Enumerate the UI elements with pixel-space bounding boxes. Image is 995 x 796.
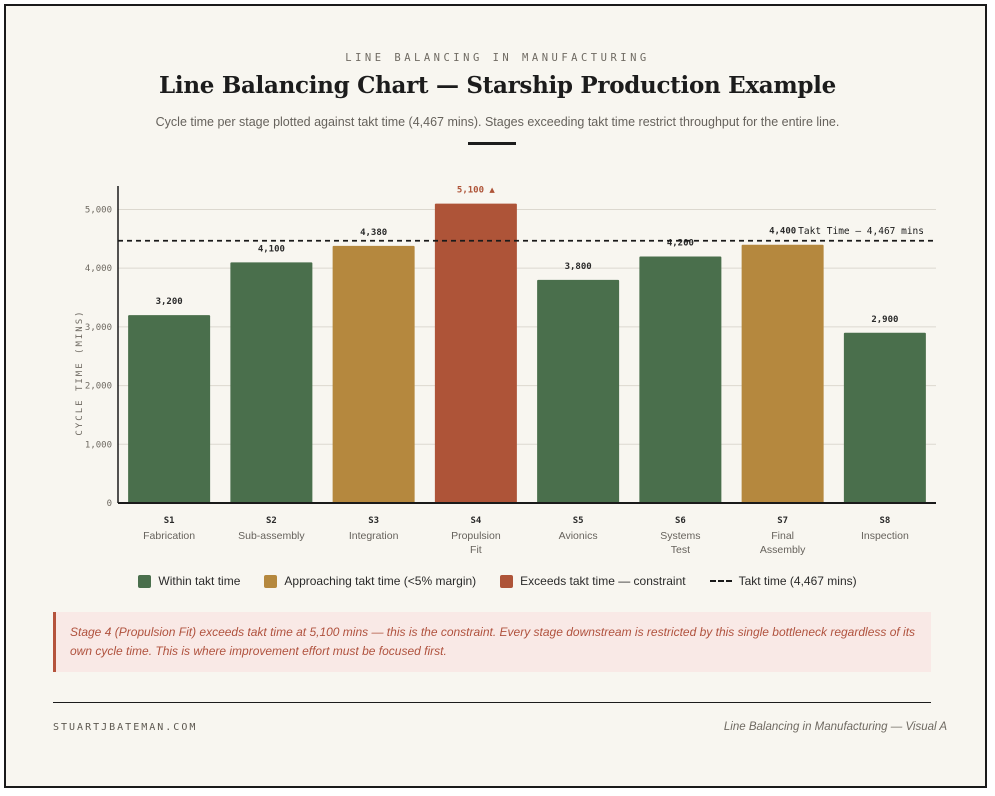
bar-value-label: 2,900 [871,315,898,325]
y-tick-label: 0 [107,499,112,509]
x-category-name: Fabrication [143,530,195,542]
bar-value-label: 4,100 [258,244,285,254]
x-category-name: Inspection [861,530,909,542]
footer-caption: Line Balancing in Manufacturing — Visual… [723,721,947,733]
bar-value-label: 4,400 [769,227,796,237]
page-subtitle: Cycle time per stage plotted against tak… [155,115,840,129]
x-category-name: Fit [470,544,482,556]
bar [434,203,517,503]
bar [843,332,926,503]
constraint-callout: Stage 4 (Propulsion Fit) exceeds takt ti… [53,612,931,672]
legend-swatch-approaching [264,574,278,588]
page-title: Line Balancing Chart — Starship Producti… [159,72,836,99]
y-axis-label: CYCLE TIME (MINS) [75,309,85,435]
legend-label-takt: Takt time (4,467 mins) [738,574,857,588]
y-tick-label: 2,000 [85,382,112,392]
legend-swatch-within [138,574,152,588]
chart-legend: Within takt time Approaching takt time (… [0,574,995,588]
x-tick-label: S2 [266,516,277,526]
x-category-name: Systems [660,530,700,542]
bar [128,315,211,503]
bar-value-label: 3,200 [156,297,183,307]
x-tick-label: S3 [368,516,379,526]
legend-item-approaching: Approaching takt time (<5% margin) [264,574,476,588]
x-category-name: Avionics [559,530,598,542]
bar [639,256,722,503]
x-category-name: Assembly [760,544,806,556]
bar [230,262,313,503]
legend-swatch-exceeds [500,574,514,588]
x-tick-label: S4 [470,516,481,526]
x-tick-label: S8 [879,516,890,526]
legend-item-takt: Takt time (4,467 mins) [709,574,857,588]
bar [537,279,620,503]
eyebrow-label: LINE BALANCING IN MANUFACTURING [345,52,650,64]
legend-swatch-takt [709,580,732,582]
y-tick-label: 3,000 [85,323,112,333]
x-category-name: Integration [349,530,399,542]
footer-site: STUARTJBATEMAN.COM [53,722,198,733]
y-tick-label: 5,000 [85,205,112,215]
x-tick-label: S6 [675,516,686,526]
bar-value-label: 5,100 ▲ [457,186,496,196]
y-tick-label: 4,000 [85,264,112,274]
legend-label-within: Within takt time [158,574,241,588]
bar [332,245,415,503]
bar [741,244,824,503]
title-divider [468,142,516,145]
x-tick-label: S7 [777,516,788,526]
legend-item-exceeds: Exceeds takt time — constraint [500,574,686,588]
bar-value-label: 4,380 [360,228,387,238]
bar-value-label: 3,800 [565,262,592,272]
legend-item-within: Within takt time [138,574,240,588]
bar-value-label: 4,200 [667,238,694,248]
footer-divider [53,702,931,703]
legend-label-approaching: Approaching takt time (<5% margin) [284,574,477,588]
x-category-name: Test [671,544,690,556]
x-category-name: Propulsion [451,530,501,542]
bar-chart: 0 1,000 2,000 3,000 4,000 5,000 CYCLE TIME (MI… [75,186,936,556]
x-tick-label: S1 [164,516,175,526]
x-tick-label: S5 [573,516,584,526]
x-category-name: Sub-assembly [238,530,305,542]
y-tick-label: 1,000 [85,440,112,450]
legend-label-exceeds: Exceeds takt time — constraint [520,574,686,588]
x-category-name: Final [771,530,794,542]
takt-time-label: Takt Time — 4,467 mins [798,226,924,237]
